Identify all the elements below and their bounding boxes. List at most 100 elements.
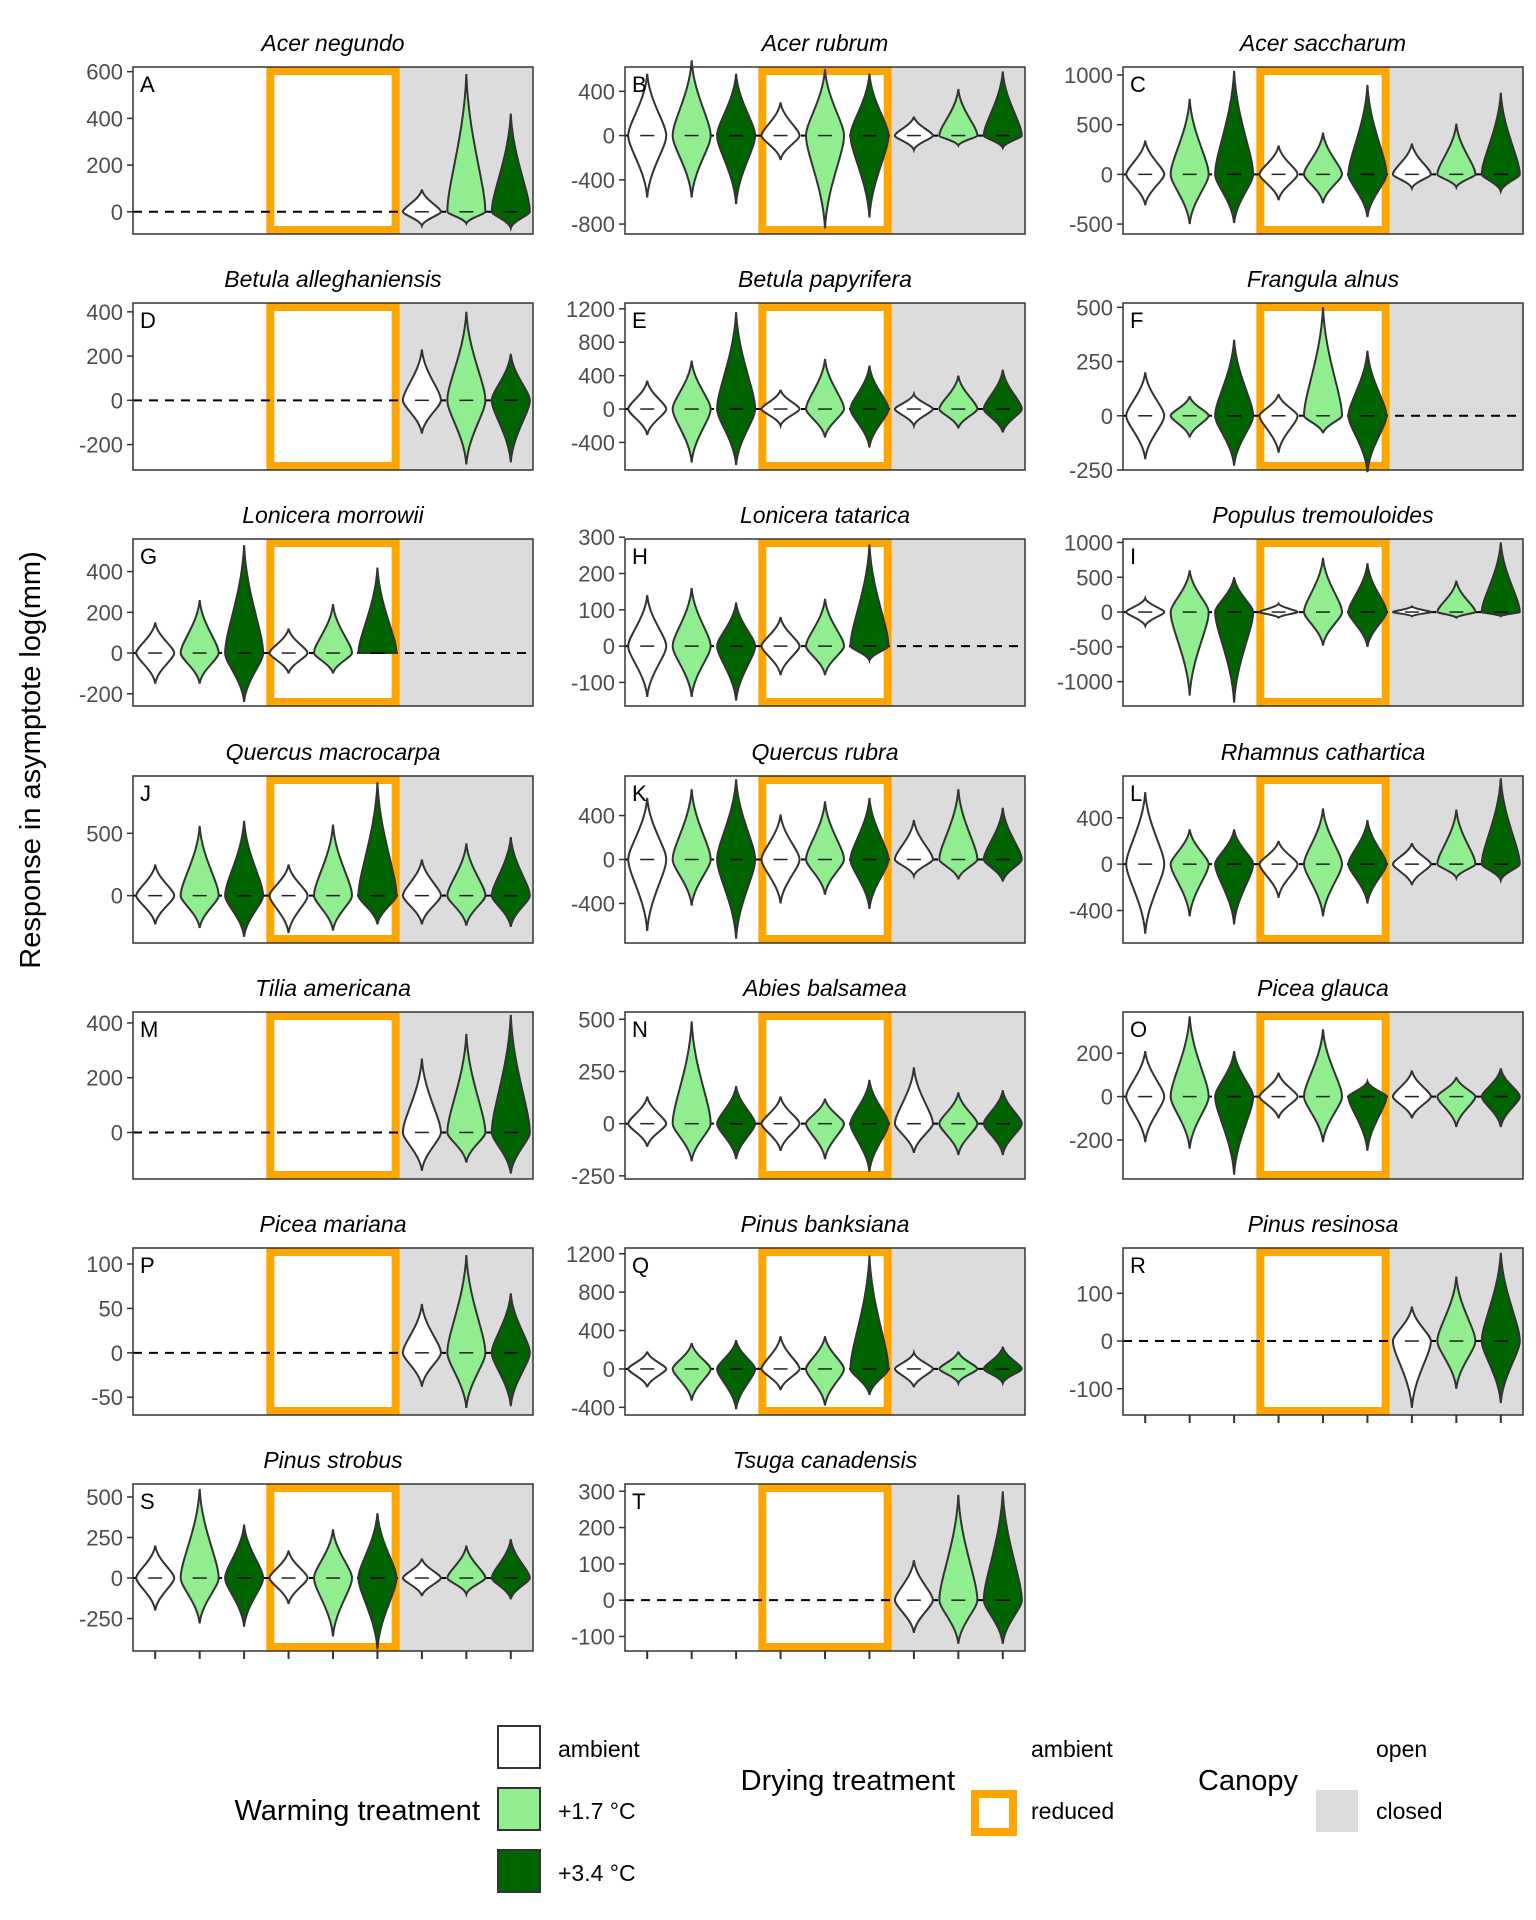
violin-b-6 bbox=[849, 73, 890, 218]
y-tick-label: -100 bbox=[571, 670, 615, 695]
panel-letter: N bbox=[632, 1017, 648, 1042]
y-tick-label: 200 bbox=[1076, 1041, 1113, 1066]
panel-letter: J bbox=[140, 781, 151, 806]
violin-r-7 bbox=[1391, 1306, 1432, 1408]
y-tick-label: 0 bbox=[111, 200, 123, 225]
y-tick-label: -400 bbox=[571, 168, 615, 193]
panel-letter: B bbox=[632, 72, 647, 97]
y-tick-label: -500 bbox=[1069, 635, 1113, 660]
legend: Warming treatment ambient +1.7 °C +3.4 °… bbox=[235, 1725, 1442, 1893]
panel-l: -400 0 400 L Rhamnus cathartica bbox=[1069, 739, 1524, 944]
panel-b: -800 -400 0 400 B Acer rubrum bbox=[571, 30, 1026, 237]
violin-n-6 bbox=[849, 1079, 890, 1172]
violin-c-1 bbox=[1125, 140, 1166, 206]
violin-s-2 bbox=[179, 1488, 220, 1624]
legend-key-warm34 bbox=[497, 1849, 541, 1893]
violin-l-5 bbox=[1302, 808, 1344, 917]
y-tick-label: 0 bbox=[111, 1341, 123, 1366]
panel-title: Tsuga canadensis bbox=[733, 1447, 918, 1473]
panel-c: -500 0 500 1000 C Acer saccharum bbox=[1064, 30, 1524, 237]
violin-o-4 bbox=[1258, 1072, 1299, 1119]
violin-s-9 bbox=[490, 1538, 531, 1600]
violin-r-8 bbox=[1436, 1276, 1477, 1389]
y-tick-label: 0 bbox=[603, 124, 615, 149]
closed-canopy-band bbox=[399, 539, 533, 706]
y-tick-label: -400 bbox=[571, 430, 615, 455]
y-tick-label: 250 bbox=[1076, 350, 1113, 375]
y-axis-label: Response in asymptote log(mm) bbox=[15, 551, 47, 968]
violin-q-3 bbox=[716, 1339, 757, 1410]
y-tick-label: 500 bbox=[86, 821, 123, 846]
y-tick-label: -250 bbox=[79, 1607, 123, 1632]
violin-f-4 bbox=[1258, 393, 1299, 453]
panel-r: -100 0 100 R Pinus resinosa bbox=[1069, 1211, 1524, 1423]
y-tick-label: 200 bbox=[578, 561, 615, 586]
violin-o-8 bbox=[1436, 1076, 1477, 1128]
panel-title: Quercus macrocarpa bbox=[226, 739, 441, 765]
y-tick-label: 400 bbox=[86, 300, 123, 325]
violin-r-9 bbox=[1480, 1252, 1521, 1404]
violin-c-8 bbox=[1436, 123, 1477, 191]
y-tick-label: -200 bbox=[79, 433, 123, 458]
violin-o-3 bbox=[1214, 1050, 1255, 1175]
panel-letter: A bbox=[140, 72, 155, 97]
drying-reduced-frame bbox=[1256, 1248, 1390, 1415]
y-tick-label: 600 bbox=[86, 60, 123, 85]
y-tick-label: 0 bbox=[1101, 404, 1113, 429]
panel-border bbox=[1122, 66, 1524, 235]
violin-p-8 bbox=[446, 1255, 487, 1408]
drying-reduced-frame bbox=[266, 303, 400, 470]
y-tick-label: 300 bbox=[578, 1479, 615, 1504]
y-tick-label: 400 bbox=[86, 560, 123, 585]
violin-e-1 bbox=[627, 380, 668, 436]
y-tick-label: 400 bbox=[578, 364, 615, 389]
violin-b-5 bbox=[804, 69, 846, 229]
panel-title: Pinus strobus bbox=[263, 1447, 403, 1473]
drying-reduced-frame bbox=[1256, 67, 1390, 234]
violin-c-3 bbox=[1214, 70, 1255, 224]
panel-border bbox=[132, 66, 534, 235]
legend-drying-title: Drying treatment bbox=[741, 1765, 955, 1797]
violin-s-8 bbox=[446, 1545, 487, 1599]
violin-i-9 bbox=[1480, 542, 1521, 618]
violin-o-6 bbox=[1347, 1077, 1388, 1151]
panel-f: -250 0 250 500 F Frangula alnus bbox=[1069, 266, 1524, 483]
violin-k-9 bbox=[982, 807, 1023, 882]
violin-e-2 bbox=[671, 360, 712, 463]
violin-e-6 bbox=[849, 365, 890, 448]
panel-letter: F bbox=[1130, 308, 1143, 333]
violin-c-4 bbox=[1258, 145, 1299, 201]
violin-n-3 bbox=[716, 1085, 757, 1160]
drying-reduced-frame bbox=[266, 1248, 400, 1415]
violin-n-7 bbox=[893, 1067, 934, 1154]
drying-reduced-frame bbox=[758, 303, 892, 470]
violin-n-2 bbox=[671, 1021, 712, 1162]
panel-border bbox=[132, 775, 534, 944]
y-tick-label: 400 bbox=[86, 106, 123, 131]
y-tick-label: -100 bbox=[1069, 1377, 1113, 1402]
violin-m-8 bbox=[446, 1033, 487, 1163]
violin-i-2 bbox=[1169, 570, 1210, 696]
violin-s-6 bbox=[357, 1513, 398, 1650]
violin-i-5 bbox=[1302, 557, 1344, 646]
panel-letter: M bbox=[140, 1017, 158, 1042]
y-tick-label: -400 bbox=[571, 1395, 615, 1420]
violin-j-8 bbox=[446, 843, 487, 926]
panel-h: -100 0 100 200 300 H Lonicera tatarica bbox=[571, 502, 1026, 707]
panel-n: -250 0 250 500 N Abies balsamea bbox=[571, 975, 1026, 1189]
y-tick-label: 300 bbox=[578, 525, 615, 550]
panel-title: Betula alleghaniensis bbox=[224, 266, 442, 292]
violin-n-1 bbox=[627, 1096, 668, 1147]
violin-k-8 bbox=[938, 789, 979, 880]
violin-i-6 bbox=[1347, 563, 1388, 648]
violin-l-6 bbox=[1347, 819, 1388, 904]
violin-c-6 bbox=[1347, 84, 1388, 218]
violin-c-7 bbox=[1391, 143, 1432, 192]
panel-p: -50 0 50 100 P Picea mariana bbox=[86, 1211, 534, 1416]
violin-k-2 bbox=[671, 789, 712, 906]
y-tick-label: 100 bbox=[1076, 1281, 1113, 1306]
violin-q-6 bbox=[849, 1255, 890, 1396]
y-tick-label: 0 bbox=[603, 397, 615, 422]
panels: 0 200 400 600 A Acer negundo -800 -400 0 400 B Acer… bbox=[79, 30, 1524, 1659]
